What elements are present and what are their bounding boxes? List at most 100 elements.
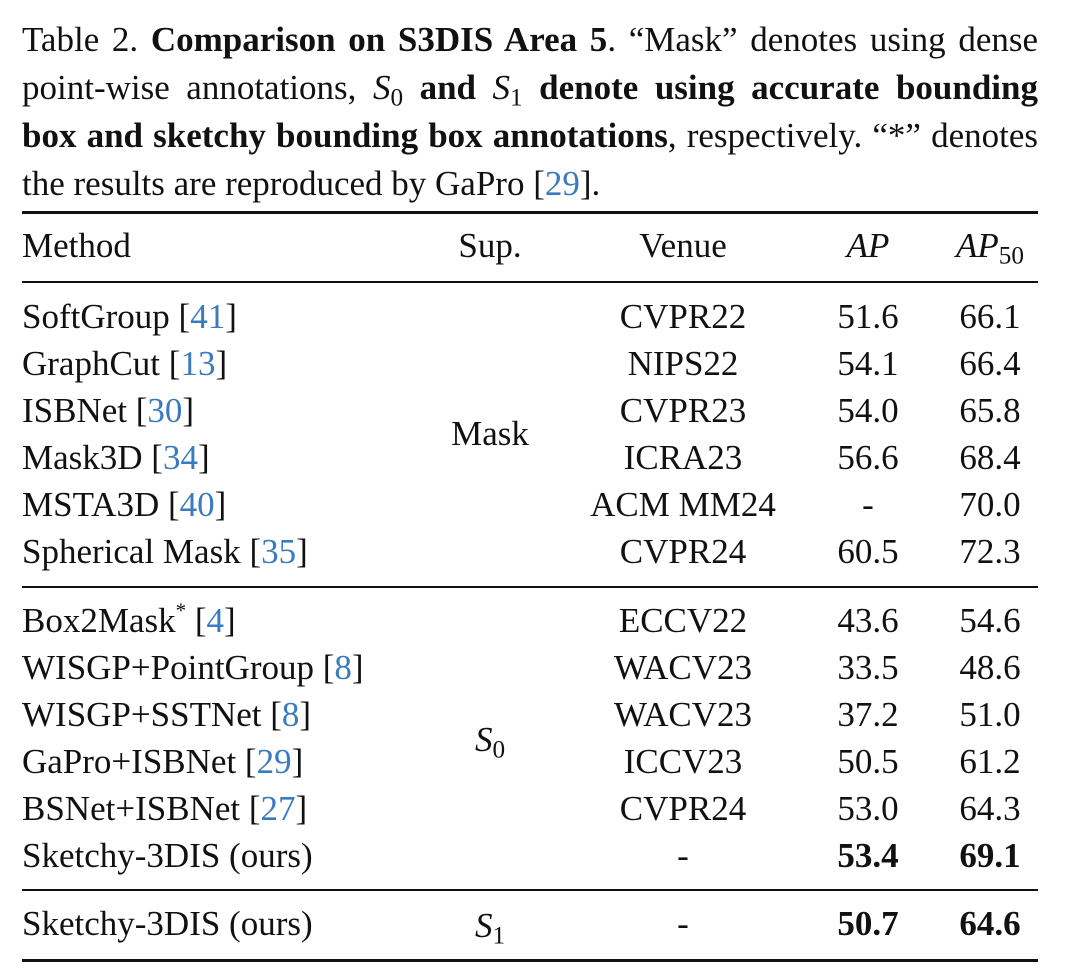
table-row: MSTA3D [40] ACM MM24 - 70.0 xyxy=(0,481,1080,529)
table-row: WISGP+PointGroup [8] WACV23 33.5 48.6 xyxy=(0,644,1080,692)
ap-cell: 54.0 xyxy=(837,391,899,430)
ap50-cell: 65.8 xyxy=(959,391,1021,430)
venue-cell: ICRA23 xyxy=(623,438,743,477)
method-cell: Sketchy-3DIS (ours) xyxy=(22,904,313,943)
ap50-cell: 66.1 xyxy=(959,297,1021,336)
venue-cell: WACV23 xyxy=(613,695,753,734)
citation-link[interactable]: 13 xyxy=(180,344,216,383)
venue-cell: CVPR22 xyxy=(619,297,747,336)
table-row: SoftGroup [41] CVPR22 51.6 66.1 xyxy=(0,293,1080,341)
group-rule-2 xyxy=(22,889,1038,891)
venue-cell: CVPR24 xyxy=(619,789,747,828)
bottom-rule xyxy=(22,959,1038,962)
s1-symbol: S1 xyxy=(492,68,523,112)
method-cell: Box2Mask* [4] xyxy=(22,598,236,640)
method-cell: GaPro+ISBNet [29] xyxy=(22,742,304,781)
header-method: Method xyxy=(22,226,131,265)
ap50-cell: 69.1 xyxy=(959,836,1021,875)
venue-cell: - xyxy=(677,904,689,943)
caption-and: and xyxy=(403,68,493,107)
ap50-cell: 68.4 xyxy=(959,438,1021,477)
group-label-s0: S0 xyxy=(474,720,506,764)
ap50-cell: 61.2 xyxy=(959,742,1021,781)
ap50-cell: 64.6 xyxy=(959,904,1021,943)
table-label: Table 2. xyxy=(22,20,139,59)
table-row: Mask3D [34] ICRA23 56.6 68.4 xyxy=(0,434,1080,482)
caption-bold-rest: denote using accurate bounding box and s… xyxy=(22,68,1038,155)
caption-title: Comparison on S3DIS Area 5 xyxy=(150,20,608,59)
top-rule xyxy=(22,211,1038,214)
header-row: Method Sup. Venue AP AP50 xyxy=(0,222,1080,270)
table-row: BSNet+ISBNet [27] CVPR24 53.0 64.3 xyxy=(0,785,1080,833)
citation-link[interactable]: 34 xyxy=(162,438,198,477)
header-ap50: AP50 xyxy=(956,226,1024,270)
table-row: WISGP+SSTNet [8] WACV23 37.2 51.0 xyxy=(0,691,1080,739)
table-row: Box2Mask* [4] ECCV22 43.6 54.6 xyxy=(0,597,1080,645)
group-label-mask: Mask xyxy=(451,414,529,453)
group-label-s1: S1 xyxy=(474,906,506,950)
ap50-cell: 66.4 xyxy=(959,344,1021,383)
ap-cell: 53.0 xyxy=(837,789,899,828)
venue-cell: - xyxy=(677,836,689,875)
caption-text-a: . “Mask” denotes using dense point-wise … xyxy=(22,20,1039,107)
ap-cell: 37.2 xyxy=(837,695,899,734)
table-row: ISBNet [30] CVPR23 54.0 65.8 xyxy=(0,387,1080,435)
citation-link[interactable]: 8 xyxy=(334,648,352,687)
table-row: Sketchy-3DIS (ours) - 50.7 64.6 xyxy=(0,900,1080,948)
citation-link[interactable]: 29 xyxy=(256,742,292,781)
venue-cell: NIPS22 xyxy=(627,344,739,383)
method-cell: Sketchy-3DIS (ours) xyxy=(22,836,313,875)
method-cell: BSNet+ISBNet [27] xyxy=(22,789,308,828)
method-cell: SoftGroup [41] xyxy=(22,297,237,336)
table-caption: Table 2. Comparison on S3DIS Area 5. “Ma… xyxy=(22,16,1038,208)
ap50-cell: 70.0 xyxy=(959,485,1021,524)
group-rule-1 xyxy=(22,586,1038,588)
ap-cell: 56.6 xyxy=(837,438,899,477)
citation-link[interactable]: 41 xyxy=(190,297,226,336)
s0-symbol: S0 xyxy=(372,68,404,112)
venue-cell: ACM MM24 xyxy=(590,485,776,524)
ap50-cell: 48.6 xyxy=(959,648,1021,687)
table-row: GaPro+ISBNet [29] ICCV23 50.5 61.2 xyxy=(0,738,1080,786)
caption-text-c: ]. xyxy=(579,164,601,203)
citation-link[interactable]: 4 xyxy=(206,601,225,640)
ap-cell: 54.1 xyxy=(837,344,899,383)
citation-link[interactable]: 8 xyxy=(281,695,300,734)
ap50-cell: 72.3 xyxy=(959,532,1021,571)
method-cell: Mask3D [34] xyxy=(22,438,210,477)
venue-cell: ECCV22 xyxy=(618,601,748,640)
header-sup: Sup. xyxy=(458,226,522,265)
ap-cell: 53.4 xyxy=(837,836,899,875)
citation-link[interactable]: 40 xyxy=(179,485,215,524)
venue-cell: CVPR23 xyxy=(619,391,747,430)
method-cell: Spherical Mask [35] xyxy=(22,532,308,571)
method-cell: MSTA3D [40] xyxy=(22,485,227,524)
ap-cell: 33.5 xyxy=(837,648,899,687)
venue-cell: ICCV23 xyxy=(623,742,743,781)
ap50-cell: 54.6 xyxy=(959,601,1021,640)
ap-cell: 43.6 xyxy=(837,601,899,640)
ap-cell: 60.5 xyxy=(837,532,899,571)
header-ap: AP xyxy=(846,226,890,265)
ap-cell: 50.5 xyxy=(837,742,899,781)
table-row: Spherical Mask [35] CVPR24 60.5 72.3 xyxy=(0,528,1080,576)
venue-cell: CVPR24 xyxy=(619,532,747,571)
ap-cell: - xyxy=(862,485,874,524)
caption-text-b: , respectively. “*” denotes the results … xyxy=(22,116,1038,203)
method-cell: WISGP+SSTNet [8] xyxy=(22,695,312,734)
ap50-cell: 51.0 xyxy=(959,695,1021,734)
method-cell: GraphCut [13] xyxy=(22,344,228,383)
header-venue: Venue xyxy=(639,226,727,265)
venue-cell: WACV23 xyxy=(613,648,753,687)
citation-link[interactable]: 27 xyxy=(260,789,296,828)
ap-cell: 51.6 xyxy=(837,297,899,336)
method-cell: ISBNet [30] xyxy=(22,391,195,430)
table-row: GraphCut [13] NIPS22 54.1 66.4 xyxy=(0,340,1080,388)
ap-cell: 50.7 xyxy=(837,904,899,943)
citation-link[interactable]: 30 xyxy=(147,391,183,430)
citation-link[interactable]: 29 xyxy=(544,164,580,203)
ap50-cell: 64.3 xyxy=(959,789,1021,828)
citation-link[interactable]: 35 xyxy=(261,532,297,571)
table-row: Sketchy-3DIS (ours) - 53.4 69.1 xyxy=(0,832,1080,880)
method-cell: WISGP+PointGroup [8] xyxy=(22,648,364,687)
